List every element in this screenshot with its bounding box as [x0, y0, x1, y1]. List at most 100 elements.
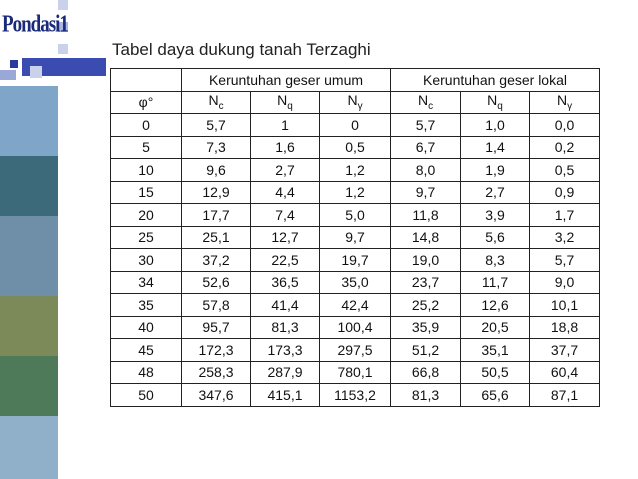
table-cell: 11,8 — [390, 203, 461, 227]
table-row: 25 25,1 12,7 9,7 14,8 5,6 3,2 — [110, 225, 600, 249]
table-cell: 35 — [110, 293, 182, 317]
table-cell: 35,0 — [319, 270, 391, 294]
group-header: Keruntuhan geser umum — [181, 68, 391, 92]
table-cell: 2,7 — [460, 180, 530, 204]
table-cell: 52,6 — [181, 270, 251, 294]
table-cell: 35,9 — [390, 315, 461, 339]
table-cell: 347,6 — [181, 383, 251, 407]
table-cell: 1,0 — [460, 113, 530, 137]
table-cell: 100,4 — [319, 315, 391, 339]
table-cell: 0,5 — [529, 158, 600, 182]
column-header: Nc — [390, 90, 461, 114]
table-cell: 25,2 — [390, 293, 461, 317]
column-header: Nc — [181, 90, 251, 114]
table-cell: 7,4 — [250, 203, 320, 227]
table-cell: 9,7 — [390, 180, 461, 204]
table-row: 30 37,2 22,5 19,7 19,0 8,3 5,7 — [110, 248, 600, 272]
header-row: φ° Nc Nq Nγ Nc Nq Nγ — [110, 90, 600, 114]
table-cell: 95,7 — [181, 315, 251, 339]
column-header: φ° — [110, 90, 182, 114]
table-row: 0 5,7 1 0 5,7 1,0 0,0 — [110, 113, 600, 137]
table-cell: 1 — [250, 113, 320, 137]
table-cell: 12,9 — [181, 180, 251, 204]
group-header: Keruntuhan geser lokal — [390, 68, 600, 92]
table-cell: 20,5 — [460, 315, 530, 339]
column-main: N — [556, 92, 568, 109]
photo-strip — [0, 86, 58, 479]
table-cell: 81,3 — [250, 315, 320, 339]
table-cell: 57,8 — [181, 293, 251, 317]
column-main: N — [347, 92, 358, 109]
column-main: N — [417, 92, 429, 109]
table-cell: 51,2 — [390, 338, 461, 362]
table-cell: 40 — [110, 315, 182, 339]
table-cell: 287,9 — [250, 360, 320, 384]
column-main: N — [208, 92, 219, 109]
bearing-table: Keruntuhan geser umum Keruntuhan geser lo… — [110, 68, 600, 407]
table-cell: 65,6 — [460, 383, 530, 407]
table-cell: 5,7 — [181, 113, 251, 137]
table-cell: 0 — [319, 113, 391, 137]
column-sub: q — [287, 101, 293, 113]
column-main: N — [277, 92, 288, 109]
table-cell: 17,7 — [181, 203, 251, 227]
table-row: 5 7,3 1,6 0,5 6,7 1,4 0,2 — [110, 135, 600, 159]
table-cell: 9,7 — [319, 225, 391, 249]
table-cell: 30 — [110, 248, 182, 272]
column-header: Nγ — [319, 90, 391, 114]
table-cell: 48 — [110, 360, 182, 384]
column-header: Nq — [460, 90, 530, 114]
table-cell: 10,1 — [529, 293, 600, 317]
table-cell: 19,7 — [319, 248, 391, 272]
table-cell: 1,4 — [460, 135, 530, 159]
table-cell: 60,4 — [529, 360, 600, 384]
slide-title: Tabel daya dukung tanah Terzaghi — [112, 40, 371, 59]
table-cell: 12,7 — [250, 225, 320, 249]
table-cell: 5,0 — [319, 203, 391, 227]
table-cell: 10 — [110, 158, 182, 182]
table-cell: 9,0 — [529, 270, 600, 294]
table-cell: 42,4 — [319, 293, 391, 317]
table-cell: 1153,2 — [319, 383, 391, 407]
table-row: 35 57,8 41,4 42,4 25,2 12,6 10,1 — [110, 293, 600, 317]
table-cell: 50,5 — [460, 360, 530, 384]
table-cell: 5,6 — [460, 225, 530, 249]
table-cell: 7,3 — [181, 135, 251, 159]
table-cell: 37,7 — [529, 338, 600, 362]
header-row: Keruntuhan geser umum Keruntuhan geser lo… — [110, 68, 600, 92]
table-cell: 37,2 — [181, 248, 251, 272]
column-main: N — [487, 92, 498, 109]
table-cell: 297,5 — [319, 338, 391, 362]
table-cell: 172,3 — [181, 338, 251, 362]
table-cell: 5 — [110, 135, 182, 159]
table-cell: 2,7 — [250, 158, 320, 182]
table-cell: 87,1 — [529, 383, 600, 407]
table-cell: 8,3 — [460, 248, 530, 272]
table-cell: 25 — [110, 225, 182, 249]
table-cell: 0 — [110, 113, 182, 137]
table-row: 40 95,7 81,3 100,4 35,9 20,5 18,8 — [110, 315, 600, 339]
table-cell: 66,8 — [390, 360, 461, 384]
decor — [0, 0, 106, 80]
table-cell: 415,1 — [250, 383, 320, 407]
table-cell: 81,3 — [390, 383, 461, 407]
table-cell: 6,7 — [390, 135, 461, 159]
table-cell: 25,1 — [181, 225, 251, 249]
column-sub: c — [428, 101, 434, 113]
logo: Pondasi1 — [2, 10, 69, 38]
table-cell: 23,7 — [390, 270, 461, 294]
table-cell: 35,1 — [460, 338, 530, 362]
table-cell: 12,6 — [460, 293, 530, 317]
table-cell: 20 — [110, 203, 182, 227]
table-cell: 5,7 — [390, 113, 461, 137]
table-cell: 780,1 — [319, 360, 391, 384]
table-cell: 0,5 — [319, 135, 391, 159]
table-cell: 173,3 — [250, 338, 320, 362]
table-cell: 22,5 — [250, 248, 320, 272]
column-header: Nq — [250, 90, 320, 114]
table-cell: 0,2 — [529, 135, 600, 159]
table-cell: 18,8 — [529, 315, 600, 339]
table-cell: 3,9 — [460, 203, 530, 227]
table-cell: 15 — [110, 180, 182, 204]
